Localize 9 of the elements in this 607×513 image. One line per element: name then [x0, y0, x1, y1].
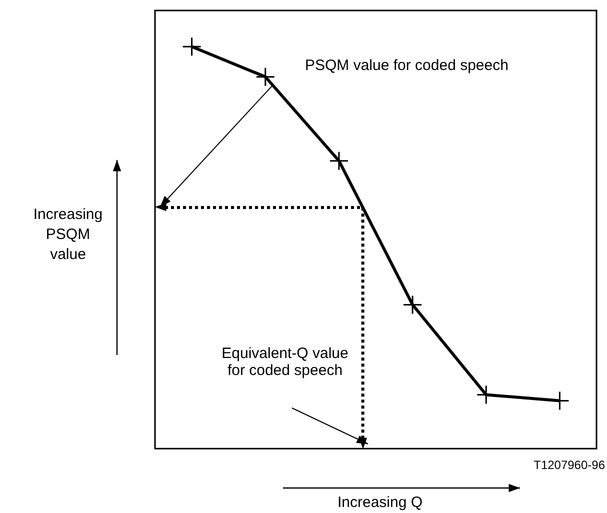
point — [329, 151, 349, 171]
annotation: PSQM value for coded speech — [305, 57, 510, 74]
point — [402, 294, 422, 314]
point — [182, 36, 202, 56]
point — [256, 67, 276, 87]
annotation: Equivalent-Q value for coded speech — [220, 345, 350, 379]
y-axis-title: Increasing PSQM value — [32, 205, 104, 265]
text: T1207960-96 — [532, 458, 605, 472]
x-axis-title: Increasing Q — [336, 494, 424, 511]
